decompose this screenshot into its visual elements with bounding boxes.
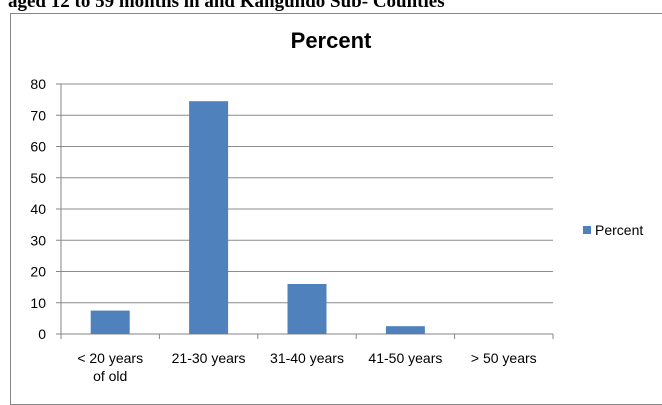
y-tick-label: 10 [30,295,46,311]
y-tick-label: 60 [30,139,46,155]
x-tick-label: > 50 years [471,350,537,366]
chart-title: Percent [290,28,372,53]
legend-label: Percent [595,222,644,238]
legend: Percent [583,222,643,238]
legend-swatch [583,226,591,234]
y-tick-label: 50 [30,170,46,186]
y-tick-label: 0 [38,326,46,342]
y-tick-label: 20 [30,264,46,280]
x-tick-label: of old [93,368,127,384]
bar [90,310,130,334]
y-tick-label: 40 [30,201,46,217]
y-tick-label: 80 [30,76,46,92]
y-tick-label: 70 [30,107,46,123]
bar [385,326,425,334]
x-tick-label: 41-50 years [368,350,442,366]
caption-text: aged 12 to 59 months in and Kangundo Sub… [8,0,445,12]
x-tick-label: 21-30 years [172,350,246,366]
x-tick-label: 31-40 years [270,350,344,366]
bar [189,101,229,334]
bar [287,284,327,334]
x-tick-label: < 20 years [77,350,143,366]
y-tick-label: 30 [30,232,46,248]
